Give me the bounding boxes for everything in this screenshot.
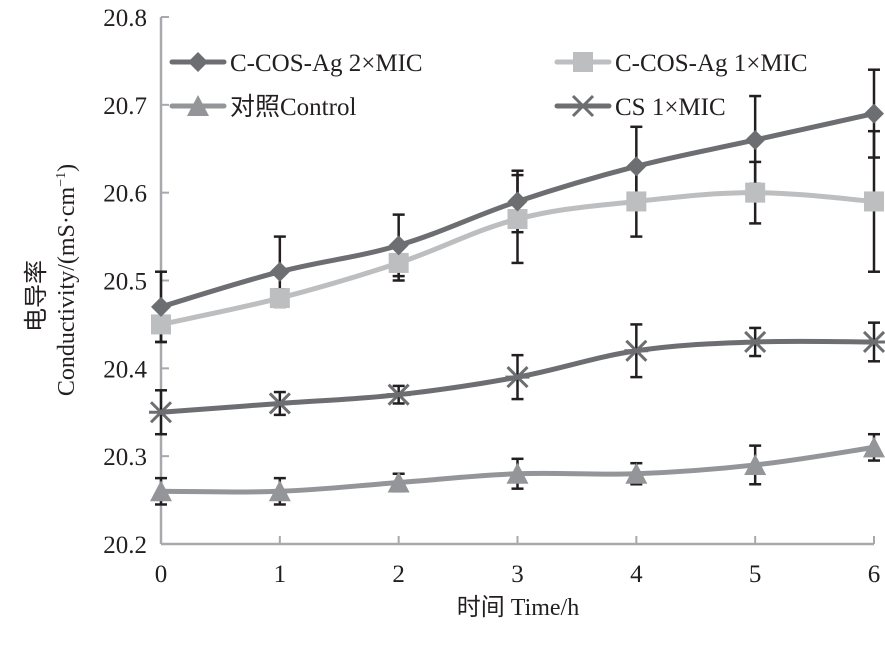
y-axis-title-cn: 电导率 [23, 260, 50, 332]
data-point [269, 288, 290, 309]
y-tick-label: 20.4 [103, 356, 147, 383]
y-axis-title-main: Conductivity/(mS·cm [54, 186, 80, 396]
y-tick-label: 20.2 [103, 532, 147, 559]
y-tick-label: 20.3 [103, 444, 147, 471]
data-point [267, 392, 292, 415]
data-point [151, 314, 171, 335]
data-point [626, 191, 647, 212]
y-tick-label: 20.8 [103, 5, 147, 32]
y-axis-title: 电导率 Conductivity/(mS·cm−1) [23, 164, 80, 396]
x-axis-title: 时间 Time/h [457, 594, 579, 621]
x-tick-label: 6 [868, 561, 881, 588]
series-markers [149, 103, 885, 502]
data-point [862, 330, 885, 354]
data-point [864, 103, 884, 124]
legend-label: CS 1×MIC [615, 94, 726, 121]
y-tick-label: 20.6 [103, 181, 147, 208]
legend: C-COS-Ag 2×MIC C-COS-Ag 1×MIC 对照Control CS … [169, 50, 808, 121]
x-tick-label: 0 [155, 561, 168, 588]
data-point [387, 471, 410, 493]
y-axis-title-close: ) [54, 164, 80, 172]
y-tick-label: 20.7 [103, 93, 147, 120]
x-tick-label: 1 [274, 561, 287, 588]
data-point [506, 462, 529, 484]
legend-marker [187, 95, 209, 116]
x-tick-label: 2 [392, 561, 405, 588]
legend-label: C-COS-Ag 2×MIC [230, 50, 423, 77]
legend-entry: C-COS-Ag 2×MIC [169, 50, 423, 77]
data-point [626, 156, 647, 177]
x-tick-label: 4 [630, 561, 643, 588]
data-point [863, 436, 885, 458]
axes: 20.2 20.3 20.4 20.5 20.6 20.7 20.8 0 1 2 3 4 5 6 [103, 5, 880, 588]
data-point [745, 129, 766, 150]
data-point [386, 383, 411, 406]
legend-marker [188, 52, 208, 72]
legend-marker [571, 94, 595, 118]
legend-entry: CS 1×MIC [554, 94, 726, 121]
data-point [507, 209, 528, 230]
x-tick-label: 5 [749, 561, 762, 588]
data-point [743, 330, 768, 354]
data-point [149, 401, 173, 424]
data-point [624, 339, 649, 362]
data-point [744, 453, 767, 475]
data-point [151, 296, 171, 317]
y-tick-label: 20.5 [103, 269, 147, 296]
data-point [268, 480, 291, 502]
y-axis-title-en: Conductivity/(mS·cm−1) [54, 164, 80, 396]
data-point [388, 252, 409, 273]
data-point [269, 261, 290, 282]
x-tick-label: 3 [511, 561, 524, 588]
legend-entry: 对照Control [169, 93, 356, 121]
data-point [745, 182, 766, 203]
y-axis-title-sup: −1 [54, 172, 69, 187]
legend-marker [573, 52, 593, 72]
data-point [507, 191, 528, 212]
data-point [505, 366, 530, 389]
legend-label: C-COS-Ag 1×MIC [615, 50, 808, 77]
legend-label: 对照Control [230, 93, 356, 121]
legend-entry: C-COS-Ag 1×MIC [554, 50, 808, 77]
data-point [150, 480, 172, 502]
data-point [864, 191, 884, 212]
data-point [388, 235, 409, 256]
data-point [625, 462, 648, 484]
